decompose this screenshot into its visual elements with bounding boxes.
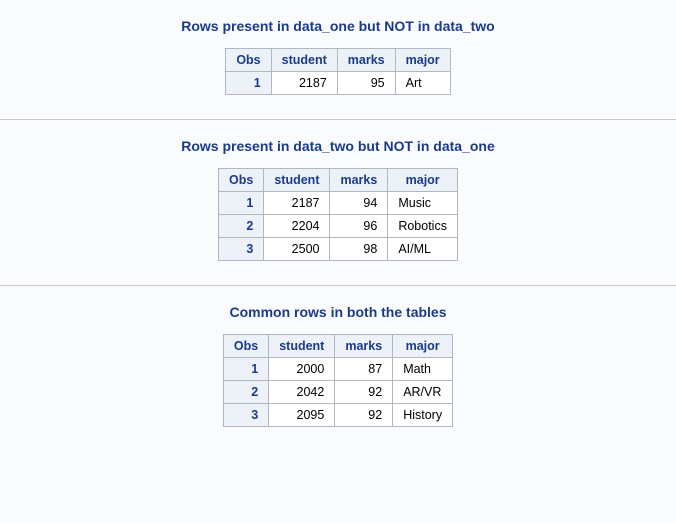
numeric-cell: 2204 (264, 215, 330, 238)
report-section: Common rows in both the tables Obsstudent… (0, 286, 676, 451)
data-table: Obsstudentmarksmajor1218795Art (225, 48, 450, 95)
table-row: 3209592History (223, 404, 452, 427)
text-cell: AR/VR (393, 381, 453, 404)
text-cell: Art (395, 72, 450, 95)
obs-cell: 1 (223, 358, 268, 381)
section-title: Rows present in data_two but NOT in data… (0, 138, 676, 154)
numeric-cell: 95 (337, 72, 395, 95)
report-output: Rows present in data_one but NOT in data… (0, 0, 676, 451)
numeric-cell: 2042 (269, 381, 335, 404)
text-cell: Robotics (388, 215, 458, 238)
data-table: Obsstudentmarksmajor1218794Music2220496R… (218, 168, 458, 261)
data-table: Obsstudentmarksmajor1200087Math2204292AR… (223, 334, 453, 427)
column-header: marks (330, 169, 388, 192)
numeric-cell: 94 (330, 192, 388, 215)
header-row: Obsstudentmarksmajor (226, 49, 450, 72)
section-title: Common rows in both the tables (0, 304, 676, 320)
column-header: major (393, 335, 453, 358)
numeric-cell: 2500 (264, 238, 330, 261)
column-header: student (264, 169, 330, 192)
table-row: 1218795Art (226, 72, 450, 95)
text-cell: History (393, 404, 453, 427)
column-header: Obs (223, 335, 268, 358)
obs-cell: 2 (219, 215, 264, 238)
column-header: Obs (219, 169, 264, 192)
report-section: Rows present in data_one but NOT in data… (0, 0, 676, 119)
obs-cell: 3 (223, 404, 268, 427)
obs-cell: 3 (219, 238, 264, 261)
text-cell: Music (388, 192, 458, 215)
column-header: marks (335, 335, 393, 358)
table-row: 2204292AR/VR (223, 381, 452, 404)
numeric-cell: 87 (335, 358, 393, 381)
obs-cell: 1 (219, 192, 264, 215)
numeric-cell: 92 (335, 404, 393, 427)
obs-cell: 1 (226, 72, 271, 95)
table-row: 1200087Math (223, 358, 452, 381)
section-title: Rows present in data_one but NOT in data… (0, 18, 676, 34)
header-row: Obsstudentmarksmajor (219, 169, 458, 192)
table-row: 3250098AI/ML (219, 238, 458, 261)
column-header: major (388, 169, 458, 192)
numeric-cell: 92 (335, 381, 393, 404)
column-header: major (395, 49, 450, 72)
numeric-cell: 2000 (269, 358, 335, 381)
numeric-cell: 2095 (269, 404, 335, 427)
table-row: 1218794Music (219, 192, 458, 215)
column-header: marks (337, 49, 395, 72)
obs-cell: 2 (223, 381, 268, 404)
numeric-cell: 96 (330, 215, 388, 238)
column-header: student (271, 49, 337, 72)
report-section: Rows present in data_two but NOT in data… (0, 120, 676, 285)
column-header: Obs (226, 49, 271, 72)
text-cell: Math (393, 358, 453, 381)
numeric-cell: 2187 (264, 192, 330, 215)
text-cell: AI/ML (388, 238, 458, 261)
column-header: student (269, 335, 335, 358)
table-row: 2220496Robotics (219, 215, 458, 238)
header-row: Obsstudentmarksmajor (223, 335, 452, 358)
numeric-cell: 2187 (271, 72, 337, 95)
numeric-cell: 98 (330, 238, 388, 261)
